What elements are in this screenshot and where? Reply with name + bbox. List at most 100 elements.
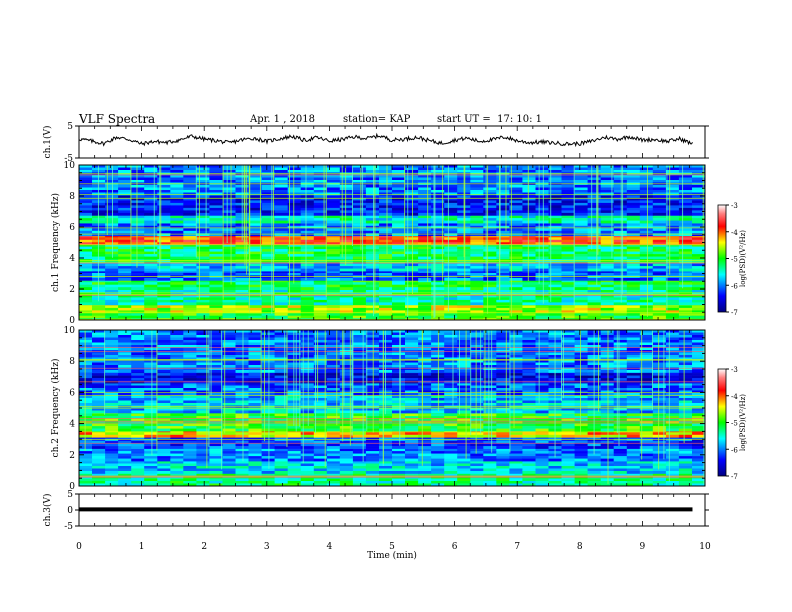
spectrogram-cell: [287, 451, 302, 454]
spectrogram-cell: [522, 170, 536, 173]
spectrogram-cell: [522, 234, 536, 238]
spectrogram-cell: [600, 297, 615, 301]
spectrogram-cell: [444, 223, 458, 227]
spectrogram-cell: [287, 443, 302, 447]
spectrogram-cell: [692, 277, 705, 281]
spectrogram-cell: [261, 310, 276, 314]
spectrogram-cell: [509, 234, 523, 238]
spectrogram-cell: [144, 207, 158, 211]
spectrogram-cell: [105, 416, 119, 419]
spectrogram-cell: [496, 246, 510, 250]
spectrogram-cell: [652, 421, 667, 424]
spectrogram-cell: [470, 185, 484, 188]
spectrogram-cell: [196, 272, 210, 276]
spectrogram-cell: [548, 192, 563, 196]
spectrogram-cell: [561, 249, 576, 252]
spectrogram-cell: [157, 305, 171, 309]
spectrogram-cell: [652, 310, 667, 314]
spectrogram-cell: [613, 272, 628, 276]
spectrogram-cell: [574, 297, 589, 301]
spectrogram-cell: [248, 287, 263, 290]
spectrogram-cell: [418, 299, 432, 303]
spectrogram-cell: [626, 205, 641, 209]
spectrogram-cell: [196, 170, 210, 173]
spectrogram-cell: [483, 279, 497, 283]
spectrogram-cell: [222, 284, 237, 288]
spectrogram-cell: [483, 237, 497, 241]
spectrogram-cell: [509, 220, 523, 224]
spectrogram-cell: [431, 302, 445, 306]
spectrogram-cell: [118, 233, 132, 237]
spectrogram-cell: [561, 270, 576, 274]
spectrogram-cell: [470, 220, 484, 224]
spectrogram-cell: [665, 215, 680, 219]
spectrogram-cell: [587, 299, 602, 303]
spectrogram-cell: [444, 443, 458, 447]
spectrogram-cell: [405, 215, 419, 219]
spectrogram-cell: [574, 434, 589, 438]
spectrogram-cell: [118, 451, 132, 454]
spectrogram-cell: [431, 266, 445, 269]
spectrogram-cell: [561, 292, 576, 296]
spectrogram-cell: [418, 251, 432, 255]
spectrogram-cell: [326, 466, 341, 469]
spectrogram-cell: [574, 473, 589, 477]
spectrogram-cell: [692, 292, 705, 296]
spectrogram-cell: [235, 268, 250, 272]
spectrogram-cell: [600, 244, 615, 247]
spectrogram-cell: [613, 466, 628, 469]
spectrogram-cell: [561, 478, 576, 482]
spectrogram-cell: [170, 202, 184, 206]
spectrogram-cell: [613, 297, 628, 301]
spectrogram-cell: [665, 315, 680, 319]
spectrogram-cell: [444, 228, 458, 232]
spectrogram-cell: [574, 307, 589, 311]
spectrogram-cell: [79, 246, 93, 250]
spectrogram-cell: [313, 432, 328, 436]
spectrogram-cell: [431, 170, 445, 173]
spectrogram-cell: [379, 233, 393, 237]
spectrogram-cell: [131, 225, 145, 229]
spectrogram-cell: [300, 233, 315, 237]
spectrogram-cell: [600, 242, 615, 246]
spectrogram-cell: [431, 197, 445, 201]
spectrogram-cell: [509, 287, 523, 290]
spectrogram-cell: [574, 277, 589, 281]
spectrogram-cell: [561, 170, 576, 173]
spectrogram-cell: [392, 463, 406, 467]
spectrogram-cell: [535, 468, 550, 472]
spectrogram-cell: [326, 299, 341, 303]
spectrogram-cell: [157, 453, 171, 457]
spectrogram-cell: [587, 192, 602, 196]
spectrogram-cell: [196, 215, 210, 219]
spectrogram-cell: [418, 434, 432, 438]
spectrogram-cell: [118, 256, 132, 260]
spectrogram-cell: [444, 282, 458, 285]
spectrogram-cell: [678, 175, 693, 178]
spectrogram-cell: [274, 272, 289, 276]
spectrogram-cell: [652, 466, 667, 469]
spectrogram-cell: [665, 473, 680, 477]
spectrogram-cell: [118, 187, 132, 191]
spectrogram-cell: [105, 305, 119, 309]
spectrogram-cell: [522, 230, 536, 234]
spectrogram-cell: [92, 299, 106, 303]
spectrogram-cell: [431, 478, 445, 482]
spectrogram-cell: [405, 239, 419, 243]
spectrogram-cell: [535, 180, 550, 183]
spectrogram-cell: [118, 185, 132, 188]
spectrogram-cell: [600, 270, 615, 274]
spectrogram-cell: [392, 200, 406, 204]
spectrogram-cell: [79, 190, 93, 193]
spectrogram-cell: [248, 197, 263, 201]
spectrogram-cell: [326, 223, 341, 227]
plot-clip: [79, 330, 705, 486]
spectrogram-cell: [196, 313, 210, 316]
spectrogram-cell: [405, 451, 419, 454]
spectrogram-cell: [339, 461, 354, 464]
spectrogram-cell: [470, 468, 484, 472]
spectrogram-cell: [678, 207, 693, 211]
spectrogram-cell: [548, 266, 563, 269]
spectrogram-cell: [431, 270, 445, 274]
spectrogram-cell: [183, 282, 197, 285]
